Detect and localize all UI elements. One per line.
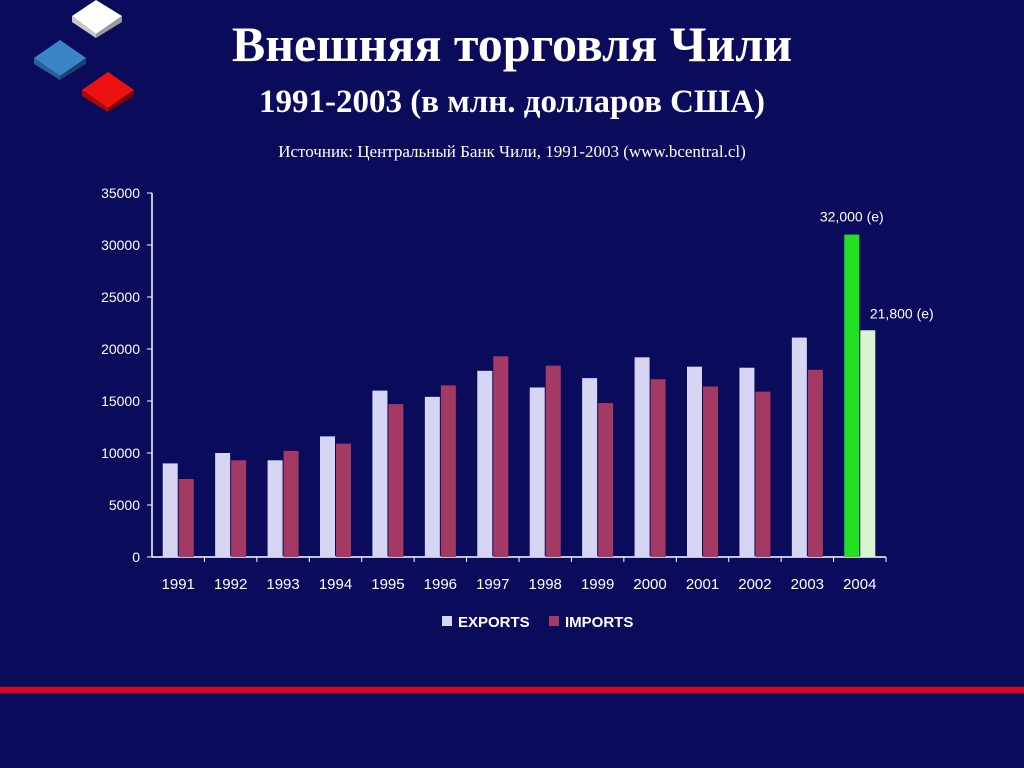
imports-bar-1996 [440, 385, 456, 557]
imports-bar-2003 [807, 369, 823, 557]
x-tick-label: 1994 [319, 576, 352, 593]
exports-bar-1998 [529, 387, 545, 557]
exports-bar-1997 [477, 370, 493, 557]
y-tick-label: 5000 [109, 497, 140, 513]
y-tick-label: 20000 [101, 341, 140, 357]
imports-bar-1995 [388, 404, 404, 557]
x-tick-label: 2001 [686, 576, 719, 593]
x-tick-label: 1997 [476, 576, 509, 593]
imports-bar-2002 [755, 391, 771, 557]
x-tick-label: 1993 [266, 576, 299, 593]
legend-label-exports: EXPORTS [458, 614, 530, 631]
imports-bar-1994 [336, 443, 351, 557]
annotation-exports-2004: 32,000 (e) [820, 209, 884, 225]
x-tick-label: 1995 [371, 576, 404, 593]
source-note: Источник: Центральный Банк Чили, 1991-20… [278, 142, 746, 161]
imports-bar-1999 [598, 403, 614, 557]
trade-bar-chart: 0 5000 10000 15000 20000 25000 30000 35000 1991 1… [101, 185, 934, 631]
exports-bar-1995 [372, 390, 388, 557]
x-tick-label: 1998 [529, 576, 562, 593]
y-tick-label: 0 [132, 549, 140, 565]
imports-bar-2001 [703, 386, 718, 557]
x-tick-label: 2000 [633, 576, 666, 593]
imports-bar-2004 [860, 330, 876, 557]
legend-swatch-imports [549, 616, 559, 626]
y-tick-label: 30000 [101, 237, 140, 253]
y-tick-label: 25000 [101, 289, 140, 305]
x-tick-label: 1991 [162, 576, 195, 593]
exports-bar-1991 [162, 463, 178, 557]
x-tick-label: 2004 [843, 576, 876, 593]
exports-bar-1994 [320, 436, 335, 557]
legend-label-imports: IMPORTS [565, 614, 633, 631]
exports-bar-2004 [844, 234, 860, 557]
exports-bar-2001 [687, 366, 702, 557]
imports-bar-1992 [231, 460, 247, 557]
y-tick-label: 15000 [101, 393, 140, 409]
imports-bar-1991 [178, 479, 194, 557]
exports-bar-1999 [582, 378, 598, 557]
annotation-imports-2004: 21,800 (e) [870, 305, 934, 321]
divider-line [0, 687, 1024, 693]
imports-bar-1998 [545, 365, 561, 557]
imports-bar-1993 [283, 450, 299, 557]
exports-bar-1993 [267, 460, 283, 557]
x-tick-label: 2002 [738, 576, 771, 593]
slide-subtitle: 1991-2003 (в млн. долларов США) [258, 84, 766, 120]
x-tick-label: 2003 [791, 576, 824, 593]
x-tick-label: 1992 [214, 576, 247, 593]
cubes-logo [34, 0, 134, 112]
x-tick-label: 1999 [581, 576, 614, 593]
exports-bar-1996 [424, 396, 440, 557]
exports-bar-2003 [791, 337, 807, 557]
y-tick-label: 35000 [101, 185, 140, 201]
legend-swatch-exports [442, 616, 452, 626]
x-tick-label: 1996 [424, 576, 457, 593]
white-cube-icon [72, 0, 122, 38]
imports-bar-2000 [650, 379, 666, 557]
exports-bar-1992 [215, 453, 231, 557]
red-cube-icon [82, 72, 134, 112]
y-tick-label: 10000 [101, 445, 140, 461]
blue-cube-icon [34, 40, 86, 80]
slide-title: Внешняя торговля Чили [231, 16, 793, 72]
exports-bar-2002 [739, 367, 755, 557]
exports-bar-2000 [634, 357, 650, 557]
imports-bar-1997 [493, 356, 509, 557]
